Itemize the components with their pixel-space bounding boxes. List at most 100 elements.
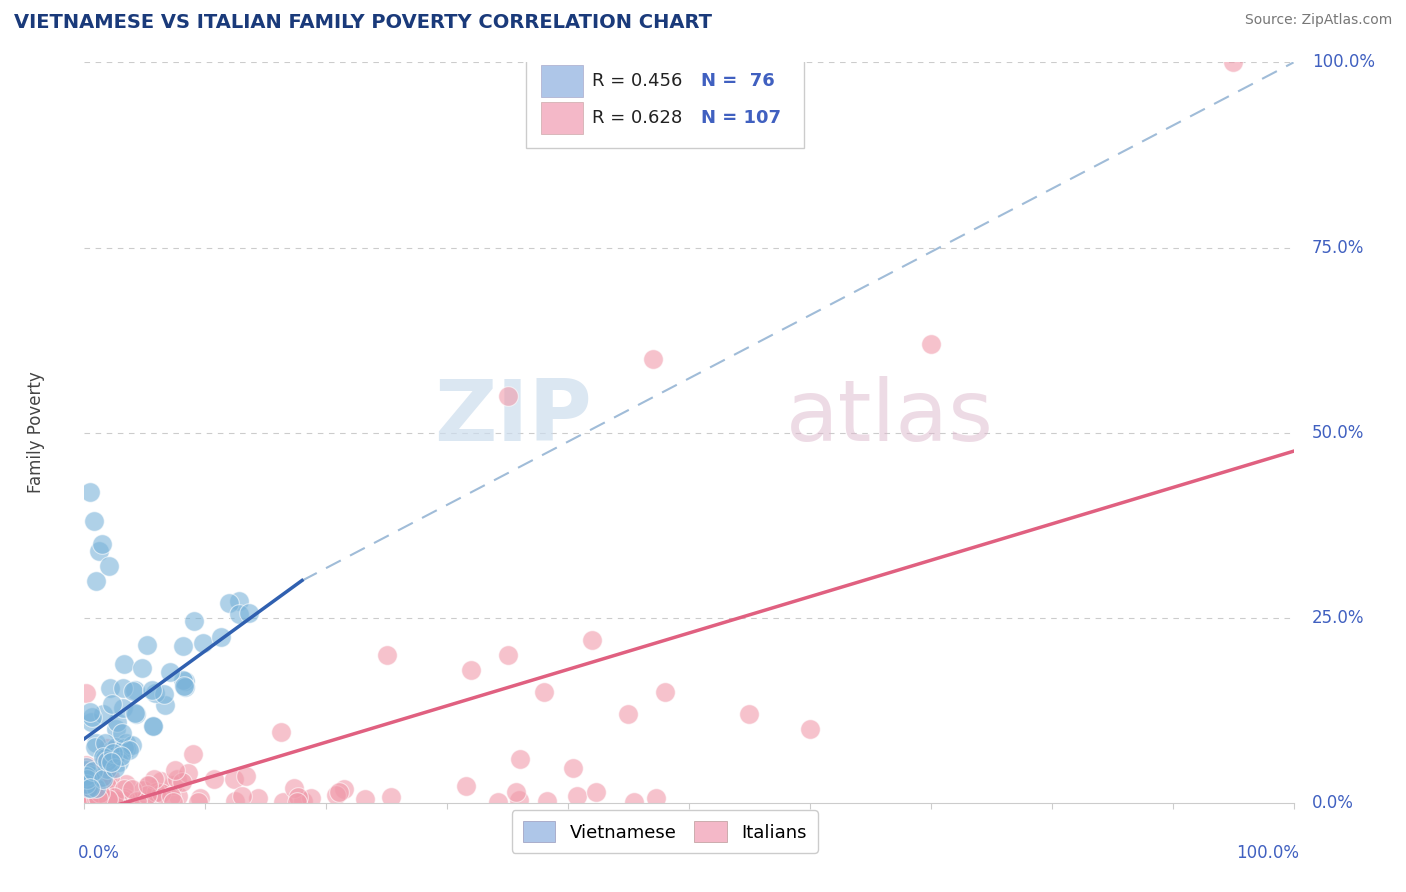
Point [118, 793, 141, 807]
Point [533, 685, 555, 699]
Point [96, 762, 118, 776]
Point [645, 791, 668, 805]
Point [75, 760, 97, 774]
Point [103, 790, 125, 805]
Point [509, 752, 531, 766]
Point [111, 701, 134, 715]
Point [110, 749, 132, 764]
Point [76, 786, 98, 800]
Point [231, 789, 253, 804]
Point [166, 789, 188, 803]
Point [96, 752, 118, 766]
Point [142, 718, 165, 732]
Point [107, 755, 129, 769]
Point [100, 793, 122, 807]
Point [287, 789, 309, 804]
Text: R = 0.456: R = 0.456 [592, 72, 682, 90]
Point [112, 741, 135, 756]
Point [80, 714, 103, 729]
Point [75, 685, 97, 699]
Point [122, 684, 145, 698]
Point [536, 794, 558, 808]
Point [565, 789, 588, 804]
Point [299, 791, 322, 805]
Point [799, 722, 821, 736]
Text: 75.0%: 75.0% [1312, 238, 1364, 257]
Point [146, 789, 169, 804]
FancyBboxPatch shape [526, 55, 804, 147]
Point [104, 793, 127, 807]
Point [115, 777, 138, 791]
Point [183, 614, 205, 628]
Point [82, 779, 104, 793]
Point [96, 779, 118, 793]
Point [75, 777, 97, 791]
Point [202, 772, 225, 786]
Point [143, 686, 166, 700]
Point [83, 779, 105, 793]
Point [218, 596, 240, 610]
Text: VIETNAMESE VS ITALIAN FAMILY POVERTY CORRELATION CHART: VIETNAMESE VS ITALIAN FAMILY POVERTY COR… [14, 13, 711, 32]
Point [224, 794, 246, 808]
Point [112, 793, 135, 807]
Point [187, 795, 209, 809]
Point [76, 782, 98, 797]
Point [117, 743, 139, 757]
Point [228, 594, 250, 608]
Point [124, 683, 146, 698]
Point [270, 725, 292, 739]
Point [87, 791, 110, 805]
Point [125, 794, 148, 808]
Point [247, 790, 270, 805]
Point [98, 681, 121, 696]
Point [173, 680, 195, 694]
Point [105, 793, 128, 807]
Text: 25.0%: 25.0% [1312, 608, 1364, 627]
Point [112, 781, 135, 796]
Point [375, 648, 398, 662]
Point [141, 682, 163, 697]
Point [115, 735, 138, 749]
Point [91, 795, 114, 809]
Point [124, 706, 146, 720]
Point [166, 772, 188, 786]
Point [89, 786, 111, 800]
Text: Source: ZipAtlas.com: Source: ZipAtlas.com [1244, 13, 1392, 28]
Point [94, 736, 117, 750]
Point [174, 674, 197, 689]
Point [354, 792, 377, 806]
Point [561, 761, 583, 775]
Point [111, 726, 134, 740]
Point [100, 755, 122, 769]
Point [505, 785, 527, 799]
Text: 100.0%: 100.0% [1312, 54, 1375, 71]
Point [84, 736, 107, 750]
Point [285, 795, 308, 809]
Point [641, 351, 664, 366]
Point [142, 789, 165, 803]
Point [82, 793, 104, 807]
Point [209, 630, 232, 644]
Point [181, 747, 204, 761]
Point [508, 792, 530, 806]
Point [83, 515, 105, 529]
Point [292, 794, 315, 808]
Point [581, 632, 603, 647]
Point [142, 772, 165, 786]
Point [97, 791, 120, 805]
Point [76, 780, 98, 795]
Text: 0.0%: 0.0% [79, 844, 120, 862]
Point [79, 705, 101, 719]
Point [75, 769, 97, 783]
Point [79, 484, 101, 499]
Point [149, 774, 172, 789]
Point [114, 790, 136, 805]
Point [132, 783, 155, 797]
Point [79, 768, 101, 782]
Point [145, 785, 167, 799]
Point [177, 766, 200, 780]
Point [271, 795, 294, 809]
Point [456, 779, 478, 793]
Text: ZIP: ZIP [434, 376, 592, 459]
Point [283, 781, 305, 796]
